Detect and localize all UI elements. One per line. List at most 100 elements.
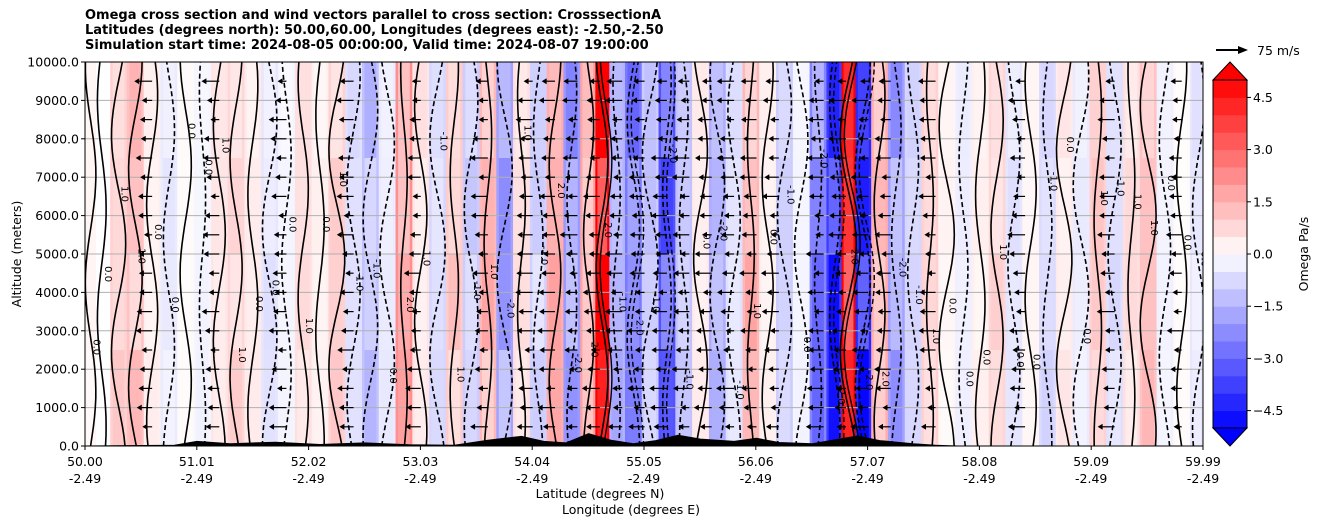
wind-vector [544, 116, 556, 123]
omega-patch [1108, 62, 1121, 158]
wind-vector [138, 385, 153, 392]
wind-vector [859, 327, 869, 334]
omega-patch [1024, 350, 1037, 446]
wind-vector-head [411, 78, 417, 85]
omega-patch [1091, 158, 1104, 254]
wind-vector-head [678, 423, 684, 430]
omega-patch [498, 254, 511, 350]
wind-vector [271, 193, 287, 200]
wind-vector-head [202, 231, 208, 238]
wind-vector [406, 404, 421, 411]
wind-vector [538, 366, 556, 373]
wind-vector [760, 270, 779, 277]
contour-line [1093, 62, 1103, 446]
contour-label: -2.0 [505, 299, 516, 319]
omega-patch [1175, 158, 1188, 254]
wind-vector [814, 78, 824, 85]
omega-patch [761, 350, 774, 446]
wind-vector-head [1016, 135, 1022, 142]
contour-label: 0.0 [1182, 235, 1193, 251]
wind-vector-head [607, 347, 613, 353]
omega-patch [1024, 254, 1037, 350]
wind-vector-head [139, 366, 145, 373]
wind-vector [701, 231, 712, 238]
wind-vector-head [723, 212, 729, 219]
wind-vector-head [831, 327, 837, 334]
wind-vector-head [762, 97, 768, 104]
wind-vector-head [518, 385, 524, 392]
wind-vector [338, 116, 354, 123]
wind-vector-head [874, 135, 880, 142]
wind-vector-head [697, 385, 703, 392]
wind-vector-head [1165, 231, 1171, 238]
wind-vector-head [515, 116, 521, 123]
wind-vector [542, 231, 556, 238]
wind-vector-head [337, 347, 343, 353]
wind-vector [835, 155, 847, 161]
wind-vector [716, 366, 735, 373]
wind-vector-head [1170, 366, 1176, 373]
omega-patch [828, 350, 840, 446]
wind-vector-head [836, 251, 842, 257]
wind-vector [1012, 116, 1026, 123]
wind-vector [770, 116, 779, 123]
wind-vector [202, 231, 220, 238]
omega-patch [146, 254, 159, 350]
wind-vector-head [610, 155, 616, 161]
colorbar-label: Omega Pa/s [1296, 217, 1311, 292]
x-tick-label-lat: 50.00 [67, 454, 103, 469]
omega-patch [146, 62, 159, 158]
x-tick-label-lat: 56.06 [738, 454, 774, 469]
omega-patch [711, 62, 724, 158]
wind-vector [337, 347, 354, 353]
wind-vector [701, 78, 712, 85]
wind-vector [1012, 270, 1026, 277]
wind-vector [541, 155, 556, 161]
wind-vector-head [268, 404, 274, 411]
wind-vector-head [582, 289, 588, 296]
omega-patch [761, 254, 774, 350]
wind-vector [765, 423, 779, 430]
wind-vector-head [565, 289, 571, 296]
wind-vector-head [208, 270, 214, 277]
wind-vector [1016, 308, 1026, 315]
wind-vector-head [860, 78, 866, 85]
wind-vector-head [814, 212, 820, 219]
contour-label: -1.0 [471, 281, 482, 301]
wind-vector-head [544, 116, 550, 123]
wind-vector [633, 78, 645, 85]
wind-vector-head [1099, 193, 1105, 200]
omega-patch [565, 158, 578, 254]
colorbar: 4.5 3.0 1.5 0.0 −1.5 −3.0 −4.5 [1211, 61, 1283, 447]
contour-line [379, 62, 396, 446]
contour-label: -1.0 [617, 293, 628, 313]
omega-patch [694, 254, 707, 350]
omega-patch [1125, 350, 1138, 446]
wind-vector-head [516, 327, 522, 334]
wind-vector [562, 97, 578, 104]
wind-vector [835, 308, 847, 315]
wind-vector [805, 423, 824, 430]
wind-vector-head [201, 308, 207, 315]
wind-vector-head [205, 366, 211, 373]
wind-vector [655, 251, 667, 257]
wind-vector [337, 155, 354, 161]
wind-vector-head [879, 193, 885, 200]
wind-vector-head [610, 135, 616, 142]
wind-vector-head [807, 116, 813, 123]
wind-vector [1104, 155, 1115, 161]
wind-vector-head [609, 193, 615, 200]
contour-label: 1.0 [521, 125, 532, 141]
wind-vector-head [412, 212, 418, 219]
wind-vector-head [274, 289, 280, 296]
wind-vector [516, 423, 533, 430]
wind-vector-head [835, 155, 841, 161]
wind-vector-head [1097, 423, 1103, 430]
wind-vector-head [828, 231, 834, 238]
wind-vector [589, 155, 600, 161]
wind-vector-head [1009, 155, 1015, 161]
wind-vector [204, 327, 220, 334]
wind-vector-head [654, 174, 660, 181]
wind-vector [337, 385, 354, 392]
wind-vector-head [628, 174, 634, 181]
